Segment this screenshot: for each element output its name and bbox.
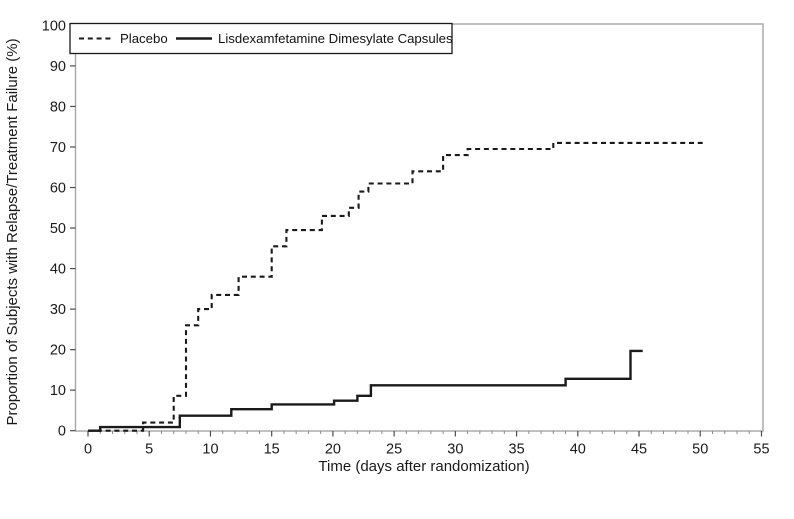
y-tick-label: 50 <box>50 221 66 237</box>
survival-curves <box>88 141 703 432</box>
legend-label: Lisdexamfetamine Dimesylate Capsules <box>218 31 453 46</box>
x-axis-title: Time (days after randomization) <box>318 458 529 475</box>
plot-frame-rect <box>74 23 764 432</box>
x-tick-label: 50 <box>692 442 708 458</box>
plot-frame <box>74 23 764 432</box>
x-tick-label: 25 <box>386 442 402 458</box>
x-tick-label: 10 <box>202 442 218 458</box>
y-tick-label: 30 <box>50 302 66 318</box>
x-tick-label: 55 <box>753 442 769 458</box>
y-tick-label: 20 <box>50 343 66 359</box>
legend: Placebo Lisdexamfetamine Dimesylate Capsu… <box>69 22 453 55</box>
y-tick-label: 40 <box>50 262 66 278</box>
y-axis-title: Proportion of Subjects with Relapse/Trea… <box>4 38 21 425</box>
x-tick-label: 45 <box>631 442 647 458</box>
x-tick-label: 5 <box>145 442 153 458</box>
x-tick-label: 0 <box>84 442 92 458</box>
y-tick-label: 0 <box>58 424 66 440</box>
y-tick-label: 100 <box>42 18 66 34</box>
x-tick-label: 30 <box>447 442 463 458</box>
y-tick-label: 60 <box>50 181 66 197</box>
x-tick-label: 35 <box>509 442 525 458</box>
y-tick-label: 70 <box>50 140 66 156</box>
legend-label: Placebo <box>120 31 168 46</box>
legend-box <box>69 22 453 55</box>
x-tick-label: 20 <box>325 442 341 458</box>
lisdexamfetamine-curve <box>88 349 643 432</box>
y-tick-label: 80 <box>50 99 66 115</box>
y-tick-label: 90 <box>50 59 66 75</box>
x-tick-label: 40 <box>570 442 586 458</box>
y-tick-label: 10 <box>50 383 66 399</box>
placebo-curve <box>88 141 703 432</box>
axis-ticks: 0 5 10 15 20 25 30 35 40 45 50 55 0 10 20 30 40 50 60 70 80 9… <box>42 18 770 457</box>
x-tick-label: 15 <box>264 442 280 458</box>
